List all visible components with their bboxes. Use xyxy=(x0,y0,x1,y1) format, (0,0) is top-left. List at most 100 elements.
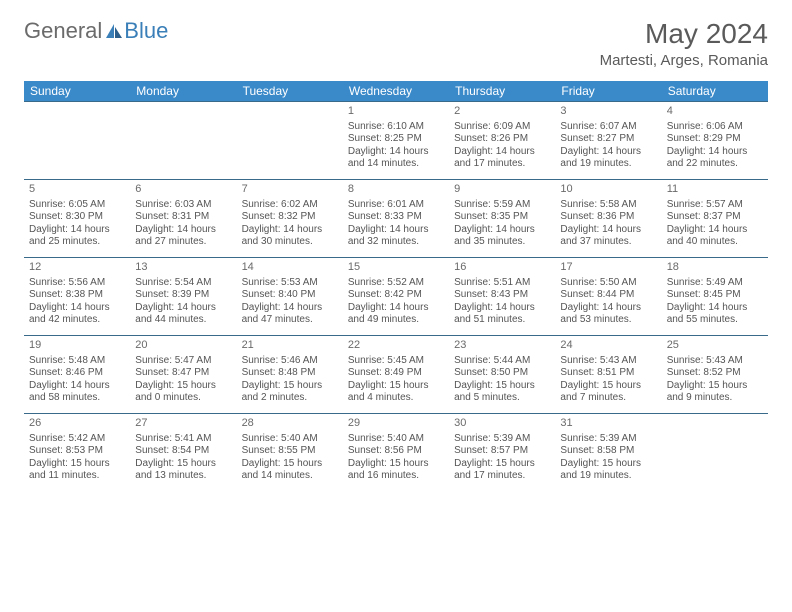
calendar-day-cell: 4Sunrise: 6:06 AMSunset: 8:29 PMDaylight… xyxy=(662,102,768,180)
day-info-line: Daylight: 14 hours xyxy=(135,224,231,237)
day-info-line: Sunrise: 5:52 AM xyxy=(348,277,444,290)
calendar-table: Sunday Monday Tuesday Wednesday Thursday… xyxy=(24,81,768,492)
day-info-line: Sunset: 8:31 PM xyxy=(135,211,231,224)
sail-icon xyxy=(104,22,124,40)
day-number: 15 xyxy=(348,261,444,275)
day-info-line: Daylight: 14 hours xyxy=(454,224,550,237)
day-info-line: Daylight: 15 hours xyxy=(348,458,444,471)
day-number: 27 xyxy=(135,417,231,431)
day-info-line: Sunrise: 6:06 AM xyxy=(667,121,763,134)
day-number: 24 xyxy=(560,339,656,353)
calendar-day-cell: 24Sunrise: 5:43 AMSunset: 8:51 PMDayligh… xyxy=(555,336,661,414)
day-number: 26 xyxy=(29,417,125,431)
day-number: 17 xyxy=(560,261,656,275)
day-info-line: Sunset: 8:47 PM xyxy=(135,367,231,380)
day-info-line: and 13 minutes. xyxy=(135,470,231,483)
day-info-line: Sunrise: 5:40 AM xyxy=(348,433,444,446)
day-number: 23 xyxy=(454,339,550,353)
day-number: 12 xyxy=(29,261,125,275)
day-number: 4 xyxy=(667,105,763,119)
day-info-line: Sunset: 8:50 PM xyxy=(454,367,550,380)
calendar-day-cell: 3Sunrise: 6:07 AMSunset: 8:27 PMDaylight… xyxy=(555,102,661,180)
calendar-day-cell xyxy=(237,102,343,180)
day-info-line: Sunset: 8:38 PM xyxy=(29,289,125,302)
day-number: 31 xyxy=(560,417,656,431)
day-info-line: Sunset: 8:57 PM xyxy=(454,445,550,458)
day-number: 14 xyxy=(242,261,338,275)
day-info-line: Sunset: 8:40 PM xyxy=(242,289,338,302)
day-info-line: Sunset: 8:27 PM xyxy=(560,133,656,146)
day-info-line: and 47 minutes. xyxy=(242,314,338,327)
day-info-line: Sunset: 8:48 PM xyxy=(242,367,338,380)
day-info-line: Sunset: 8:49 PM xyxy=(348,367,444,380)
day-number: 30 xyxy=(454,417,550,431)
day-info-line: Sunset: 8:30 PM xyxy=(29,211,125,224)
day-info-line: Daylight: 15 hours xyxy=(560,458,656,471)
day-info-line: Sunset: 8:53 PM xyxy=(29,445,125,458)
day-info-line: Daylight: 14 hours xyxy=(29,380,125,393)
calendar-day-cell: 13Sunrise: 5:54 AMSunset: 8:39 PMDayligh… xyxy=(130,258,236,336)
day-info-line: Sunset: 8:52 PM xyxy=(667,367,763,380)
day-info-line: Daylight: 15 hours xyxy=(242,458,338,471)
calendar-day-cell: 26Sunrise: 5:42 AMSunset: 8:53 PMDayligh… xyxy=(24,414,130,492)
day-info-line: Sunrise: 5:40 AM xyxy=(242,433,338,446)
day-number: 13 xyxy=(135,261,231,275)
day-info-line: and 53 minutes. xyxy=(560,314,656,327)
day-number: 8 xyxy=(348,183,444,197)
day-info-line: and 19 minutes. xyxy=(560,470,656,483)
day-info-line: Sunrise: 5:50 AM xyxy=(560,277,656,290)
day-info-line: Sunrise: 5:51 AM xyxy=(454,277,550,290)
day-info-line: Sunrise: 6:01 AM xyxy=(348,199,444,212)
day-number: 20 xyxy=(135,339,231,353)
calendar-day-cell: 19Sunrise: 5:48 AMSunset: 8:46 PMDayligh… xyxy=(24,336,130,414)
day-info-line: Sunset: 8:32 PM xyxy=(242,211,338,224)
day-info-line: and 35 minutes. xyxy=(454,236,550,249)
day-info-line: and 9 minutes. xyxy=(667,392,763,405)
day-info-line: Daylight: 14 hours xyxy=(348,146,444,159)
day-info-line: Daylight: 14 hours xyxy=(29,224,125,237)
day-info-line: Sunset: 8:25 PM xyxy=(348,133,444,146)
dayhead-sun: Sunday xyxy=(24,81,130,102)
calendar-day-cell: 11Sunrise: 5:57 AMSunset: 8:37 PMDayligh… xyxy=(662,180,768,258)
day-number: 6 xyxy=(135,183,231,197)
day-info-line: and 40 minutes. xyxy=(667,236,763,249)
day-info-line: Daylight: 14 hours xyxy=(560,146,656,159)
calendar-day-cell xyxy=(662,414,768,492)
day-info-line: Daylight: 15 hours xyxy=(348,380,444,393)
day-info-line: and 19 minutes. xyxy=(560,158,656,171)
day-info-line: Sunset: 8:37 PM xyxy=(667,211,763,224)
day-info-line: Daylight: 15 hours xyxy=(454,458,550,471)
day-number: 28 xyxy=(242,417,338,431)
day-info-line: Sunrise: 5:41 AM xyxy=(135,433,231,446)
calendar-day-cell: 31Sunrise: 5:39 AMSunset: 8:58 PMDayligh… xyxy=(555,414,661,492)
day-info-line: Sunrise: 6:02 AM xyxy=(242,199,338,212)
day-number: 18 xyxy=(667,261,763,275)
day-info-line: and 44 minutes. xyxy=(135,314,231,327)
calendar-day-cell: 25Sunrise: 5:43 AMSunset: 8:52 PMDayligh… xyxy=(662,336,768,414)
day-number: 1 xyxy=(348,105,444,119)
day-info-line: Sunrise: 5:43 AM xyxy=(560,355,656,368)
day-info-line: Sunrise: 5:58 AM xyxy=(560,199,656,212)
calendar-day-cell: 7Sunrise: 6:02 AMSunset: 8:32 PMDaylight… xyxy=(237,180,343,258)
day-info-line: Sunset: 8:36 PM xyxy=(560,211,656,224)
month-title: May 2024 xyxy=(600,18,768,50)
day-info-line: Daylight: 14 hours xyxy=(667,146,763,159)
dayhead-fri: Friday xyxy=(555,81,661,102)
calendar-day-cell: 23Sunrise: 5:44 AMSunset: 8:50 PMDayligh… xyxy=(449,336,555,414)
day-info-line: and 17 minutes. xyxy=(454,470,550,483)
day-info-line: and 14 minutes. xyxy=(348,158,444,171)
day-header-row: Sunday Monday Tuesday Wednesday Thursday… xyxy=(24,81,768,102)
day-info-line: Sunrise: 5:44 AM xyxy=(454,355,550,368)
day-info-line: Sunset: 8:58 PM xyxy=(560,445,656,458)
day-info-line: Daylight: 14 hours xyxy=(560,302,656,315)
calendar-week-row: 5Sunrise: 6:05 AMSunset: 8:30 PMDaylight… xyxy=(24,180,768,258)
calendar-day-cell xyxy=(24,102,130,180)
day-info-line: Daylight: 14 hours xyxy=(242,224,338,237)
page-header: General Blue May 2024 Martesti, Arges, R… xyxy=(24,18,768,69)
day-info-line: Daylight: 14 hours xyxy=(454,146,550,159)
day-info-line: Sunset: 8:51 PM xyxy=(560,367,656,380)
day-info-line: and 51 minutes. xyxy=(454,314,550,327)
calendar-day-cell xyxy=(130,102,236,180)
day-info-line: Sunrise: 5:39 AM xyxy=(454,433,550,446)
calendar-day-cell: 29Sunrise: 5:40 AMSunset: 8:56 PMDayligh… xyxy=(343,414,449,492)
